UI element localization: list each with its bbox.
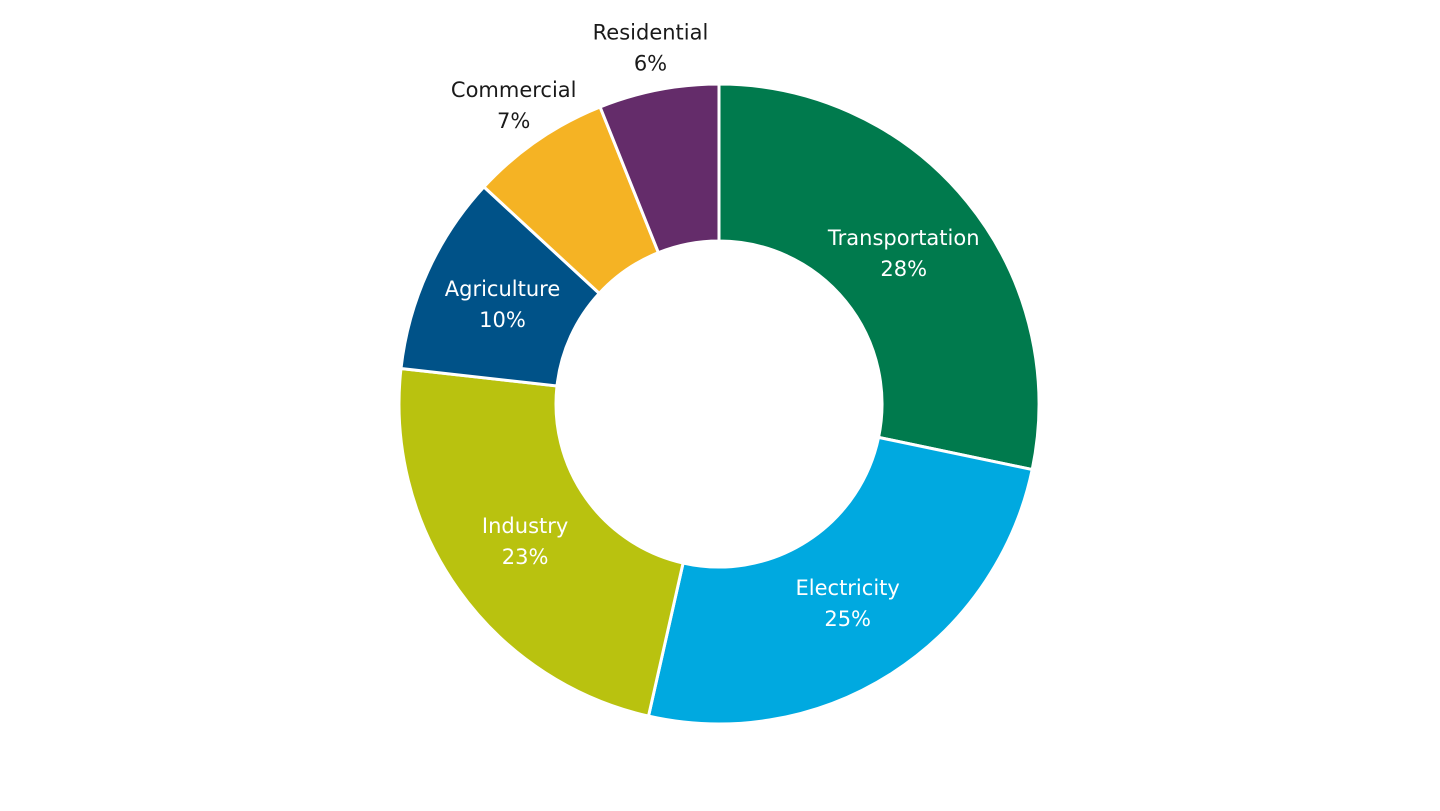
slice-category-label: Industry <box>482 514 568 538</box>
slice-category-label: Commercial <box>451 78 577 102</box>
donut-slice <box>646 435 1034 726</box>
slice-value-label: 10% <box>479 308 526 332</box>
slice-category-label: Agriculture <box>445 277 561 301</box>
slice-value-label: 23% <box>502 545 549 569</box>
donut-slice <box>397 366 685 718</box>
donut-slice <box>598 82 721 255</box>
slice-category-label: Electricity <box>796 576 900 600</box>
slice-value-label: 7% <box>497 109 530 133</box>
donut-slice <box>717 82 1041 472</box>
slice-category-label: Transportation <box>827 226 980 250</box>
slice-value-label: 6% <box>634 52 667 76</box>
slice-value-label: 28% <box>880 257 927 281</box>
slice-category-label: Residential <box>593 21 709 45</box>
slice-value-label: 25% <box>824 607 871 631</box>
